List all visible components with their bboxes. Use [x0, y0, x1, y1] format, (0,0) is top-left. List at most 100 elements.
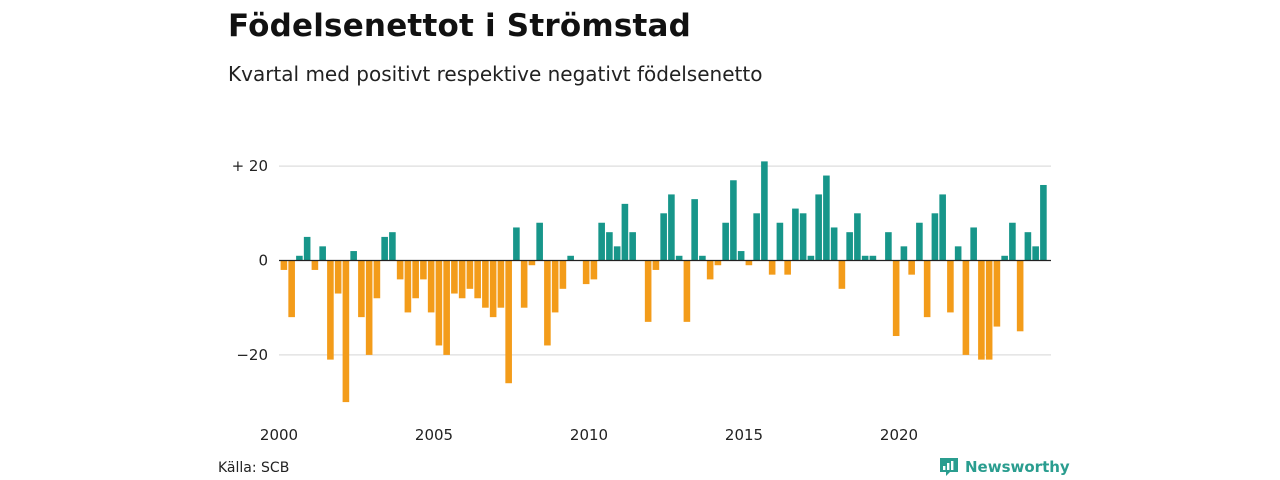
brand-logo: Newsworthy: [938, 456, 1070, 478]
bar: [916, 222, 923, 261]
bar: [466, 260, 474, 289]
bar: [451, 260, 458, 294]
bar: [675, 255, 683, 261]
bar: [319, 246, 326, 261]
bar: [892, 260, 900, 337]
bar: [683, 260, 691, 322]
bar: [714, 260, 722, 266]
bar: [544, 260, 551, 346]
bar: [606, 232, 613, 261]
chart-subtitle: Kvartal med positivt respektive negativt…: [228, 62, 763, 86]
x-tick-label: 2005: [415, 426, 453, 444]
bar: [722, 222, 729, 261]
bar: [1032, 246, 1039, 261]
bar: [497, 260, 505, 308]
bar: [691, 199, 698, 261]
bar: [311, 260, 319, 270]
bar: [427, 260, 435, 313]
bar: [334, 260, 342, 294]
x-axis-labels: 2000 2005 2010 2015 2020: [260, 426, 918, 444]
bar: [513, 227, 520, 261]
bar: [590, 260, 598, 280]
bar: [807, 255, 815, 261]
bar: [699, 255, 706, 261]
bar: [1001, 255, 1008, 261]
bar: [443, 260, 450, 355]
bar: [458, 260, 466, 299]
bar: [776, 222, 784, 261]
bar: [838, 260, 846, 289]
bar: [474, 260, 481, 299]
bar: [520, 260, 528, 308]
bar: [598, 222, 605, 261]
bar: [350, 251, 357, 261]
bar: [652, 260, 660, 270]
bar: [613, 246, 621, 261]
newsworthy-logo-icon: [940, 458, 958, 476]
bar: [482, 260, 489, 308]
bar-chart: −20 0 + 20 2000 2005 2010 2015 2020: [232, 157, 1051, 444]
bar: [768, 260, 776, 275]
bar: [954, 246, 962, 261]
y-tick-label: −20: [236, 346, 268, 364]
bar: [1009, 222, 1016, 261]
x-tick-label: 2015: [725, 426, 763, 444]
y-tick-label: 0: [258, 252, 268, 270]
bar: [668, 194, 675, 261]
bar: [288, 260, 295, 318]
bar: [567, 255, 574, 261]
bar: [745, 260, 753, 266]
bar: [489, 260, 497, 318]
bar: [644, 260, 652, 322]
y-tick-label: + 20: [232, 157, 268, 175]
bar: [900, 246, 908, 261]
chart-title: Födelsenettot i Strömstad: [228, 8, 692, 44]
bar: [931, 213, 939, 261]
bar: [993, 260, 1001, 327]
bar: [559, 260, 567, 289]
bar: [792, 208, 799, 261]
bar: [947, 260, 954, 313]
bar: [923, 260, 931, 318]
bar: [753, 213, 760, 261]
bar: [505, 260, 512, 384]
source-note: Källa: SCB: [218, 460, 290, 476]
bar: [528, 260, 536, 266]
gridlines: [279, 165, 1051, 356]
bar: [799, 213, 807, 261]
bar: [761, 161, 768, 261]
bar: [815, 194, 822, 261]
bar: [389, 232, 396, 261]
bar: [296, 255, 303, 261]
bar: [551, 260, 559, 313]
bar: [1024, 232, 1032, 261]
bar: [381, 236, 388, 261]
bar: [962, 260, 970, 355]
y-axis-labels: −20 0 + 20: [232, 157, 268, 364]
bar: [706, 260, 714, 280]
bar: [730, 180, 737, 261]
bar: [1016, 260, 1024, 332]
bar: [396, 260, 404, 280]
bar: [373, 260, 381, 299]
bar: [358, 260, 365, 318]
bar: [412, 260, 419, 299]
bar: [342, 260, 350, 403]
x-tick-label: 2010: [570, 426, 608, 444]
bar: [420, 260, 427, 280]
x-tick-label: 2000: [260, 426, 298, 444]
bar: [737, 251, 745, 261]
bar: [823, 175, 830, 261]
bar: [908, 260, 915, 275]
bar: [327, 260, 334, 360]
bar: [854, 213, 861, 261]
brand-name: Newsworthy: [965, 458, 1070, 476]
bar: [435, 260, 443, 346]
bar: [660, 213, 667, 261]
bar: [621, 203, 629, 261]
bar: [985, 260, 993, 360]
x-tick-label: 2020: [880, 426, 918, 444]
bar: [365, 260, 373, 355]
bar: [885, 232, 892, 261]
bar: [1040, 184, 1047, 261]
